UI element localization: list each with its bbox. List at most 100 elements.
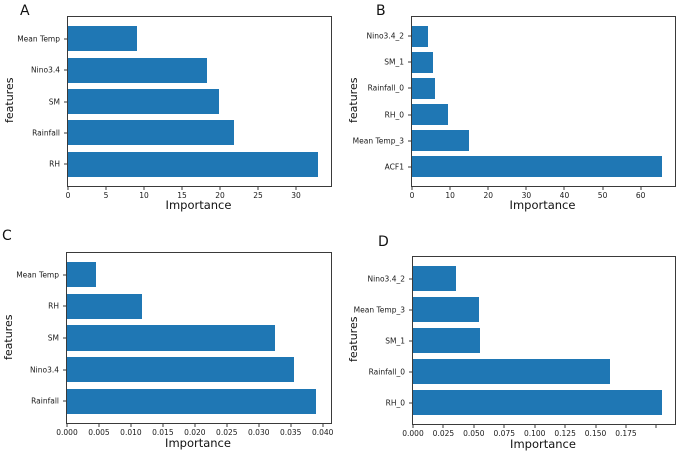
panel-a: A features Mean Temp Nino3.4 SM Rainfall RH 0… [0, 0, 338, 228]
x-tick-mark [105, 186, 107, 190]
y-tick-label: Nino3.4_2 [366, 31, 405, 41]
bar-nino3.4-2 [412, 25, 429, 47]
y-tick-label: SM_1 [385, 336, 405, 345]
x-tick-label: 0.020 [184, 428, 206, 437]
x-tick-label: 10 [139, 191, 149, 200]
x-tick-mark [143, 186, 145, 190]
y-tick-label: Nino3.4 [31, 65, 60, 75]
x-tick-label: 25 [253, 191, 263, 200]
x-tick-mark [503, 424, 505, 428]
x-tick-label: 10 [445, 191, 455, 200]
y-tick-label: Rainfall [31, 396, 59, 406]
y-tick-mark [64, 69, 68, 71]
x-tick-label: 0.150 [584, 429, 607, 438]
x-tick-mark [602, 186, 604, 190]
x-tick-label: 0.050 [463, 429, 485, 438]
x-tick-mark [442, 424, 444, 428]
x-tick-mark [412, 424, 414, 428]
y-tick-label: RH_0 [384, 110, 404, 120]
x-axis-title: Importance [509, 198, 576, 212]
y-tick-mark [409, 402, 413, 403]
bar-acf1 [412, 156, 662, 178]
x-tick-mark [66, 423, 68, 427]
panel-letter-a: A [20, 3, 30, 19]
x-tick-mark [640, 186, 642, 190]
x-tick-label: 0.175 [615, 429, 637, 438]
x-axis-title: Importance [165, 436, 231, 450]
y-axis-title: features [3, 77, 16, 124]
x-tick-mark [449, 186, 451, 190]
plot-area-a: Mean Temp Nino3.4 SM Rainfall RH 0 5 10 15 20 25 30 [17, 16, 332, 200]
y-tick-mark [64, 38, 68, 40]
y-tick-label: Rainfall [32, 128, 60, 138]
x-tick-mark [655, 424, 657, 428]
y-tick-mark [63, 305, 67, 307]
x-tick-label: 0.015 [152, 428, 174, 437]
y-tick-label: RH [48, 301, 59, 311]
x-tick-label: 0.000 [402, 429, 424, 438]
x-tick-label: 50 [597, 191, 608, 200]
y-axis-title: features [347, 316, 360, 363]
x-tick-mark [322, 423, 324, 427]
x-tick-mark [226, 423, 228, 427]
x-tick-mark [564, 424, 566, 428]
x-tick-mark [411, 186, 413, 190]
y-tick-mark [64, 132, 68, 134]
y-tick-mark [63, 337, 67, 339]
x-tick-mark [595, 424, 597, 428]
y-tick-label: SM [47, 333, 59, 343]
panel-letter-c: C [2, 228, 12, 244]
y-tick-mark [408, 61, 412, 63]
y-tick-mark [408, 166, 412, 168]
bar-rainfall-0 [412, 77, 436, 99]
x-tick-label: 0.005 [88, 428, 110, 437]
x-tick-label: 0.075 [493, 429, 516, 438]
plot-area-d: Nino3.4_2 Mean Temp_3 SM_1 Rainfall_0 RH_0 0.… [354, 256, 676, 438]
y-tick-label: Mean Temp [17, 34, 60, 44]
y-tick-mark [409, 278, 413, 279]
y-tick-mark [408, 87, 412, 89]
panel-b: B features Nino3.4_2 SM_1 Rainfall_0 RH_0 Me… [338, 0, 676, 228]
bar-sm-1 [412, 51, 433, 73]
x-tick-label: 0.125 [554, 429, 576, 438]
y-tick-mark [64, 101, 68, 102]
y-tick-mark [63, 274, 67, 276]
y-tick-label: Mean Temp [16, 270, 59, 280]
y-tick-mark [409, 340, 413, 341]
y-tick-mark [64, 163, 68, 165]
bar-rh-0 [413, 390, 663, 415]
x-tick-mark [563, 186, 565, 190]
panel-d: D features Nino3.4_2 Mean Temp_3 SM_1 Rainf… [338, 228, 676, 456]
x-tick-label: 0.035 [279, 428, 302, 437]
y-tick-label: Mean Temp_3 [353, 305, 405, 314]
x-tick-label: 0.040 [311, 428, 334, 437]
x-tick-mark [258, 423, 260, 427]
x-tick-label: 0.100 [523, 429, 546, 438]
bar-rh-0 [412, 104, 449, 126]
x-tick-label: 30 [521, 191, 532, 200]
y-tick-label: SM [48, 97, 60, 106]
panel-letter-d: D [378, 234, 389, 250]
bar-rainfall [67, 388, 317, 414]
y-tick-label: Mean Temp_3 [352, 136, 404, 146]
y-tick-label: SM_1 [384, 57, 404, 67]
x-tick-label: 0.000 [56, 428, 78, 437]
x-tick-mark [295, 186, 297, 190]
x-axis-title: Importance [165, 198, 232, 212]
bar-nino3.4-2 [413, 266, 456, 291]
x-tick-mark [257, 186, 259, 190]
x-tick-label: 0 [65, 191, 71, 200]
bar-rh [67, 293, 142, 320]
y-tick-label: Rainfall_0 [367, 83, 404, 93]
x-tick-mark [219, 186, 221, 190]
bar-sm-1 [413, 328, 480, 353]
y-tick-mark [408, 140, 412, 142]
x-tick-label: 60 [635, 191, 646, 200]
bar-sm [67, 325, 275, 351]
x-tick-mark [130, 423, 132, 427]
x-tick-label: 15 [177, 191, 187, 200]
y-tick-mark [408, 114, 412, 116]
y-tick-mark [409, 371, 413, 372]
bar-mean-temp [67, 262, 96, 288]
x-axis-title: Importance [510, 437, 576, 451]
